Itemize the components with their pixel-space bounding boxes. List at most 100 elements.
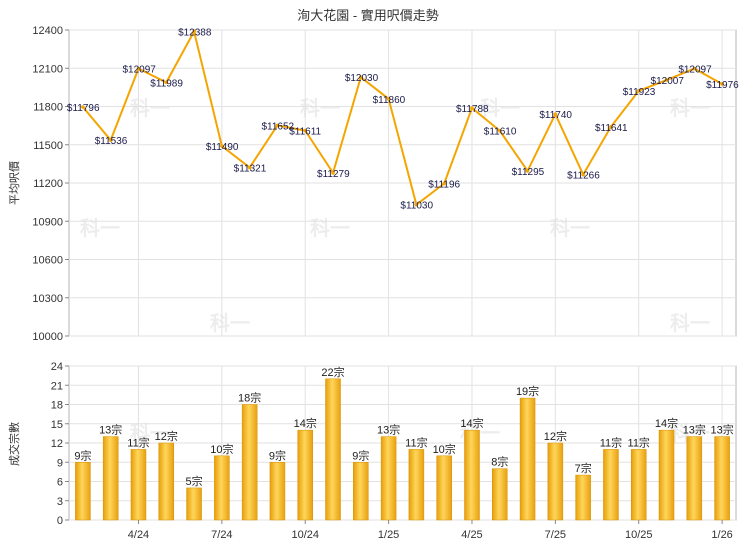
volume-data-label: 11宗 xyxy=(127,435,149,449)
volume-bar xyxy=(214,455,230,521)
price-point xyxy=(497,128,502,133)
price-y-tick-label: 10300 xyxy=(32,293,63,305)
price-point xyxy=(664,78,669,82)
volume-bar xyxy=(492,468,508,521)
watermark-text: 科一 xyxy=(550,216,590,240)
volume-data-label: 9宗 xyxy=(269,448,286,462)
volume-data-label: 14宗 xyxy=(294,416,317,430)
volume-bar xyxy=(353,462,369,521)
volume-bar xyxy=(325,378,341,521)
price-y-tick-label: 11800 xyxy=(33,102,63,114)
volume-bar xyxy=(658,429,675,521)
volume-data-label: 13宗 xyxy=(377,423,400,437)
x-tick-label: 4/25 xyxy=(461,529,482,541)
price-data-label: $11490 xyxy=(206,142,239,153)
price-point xyxy=(136,66,141,71)
price-point xyxy=(581,172,585,177)
price-axis-label: 平均呎價 xyxy=(7,161,21,205)
volume-y-tick-label: 6 xyxy=(57,477,63,489)
price-y-tick-label: 10000 xyxy=(32,331,63,343)
volume-bar xyxy=(686,436,703,521)
volume-bar xyxy=(408,449,425,521)
price-point xyxy=(108,138,113,142)
price-data-label: $11641 xyxy=(595,123,628,134)
price-data-label: $11279 xyxy=(317,169,350,180)
volume-bar xyxy=(603,449,619,521)
price-data-label: $11652 xyxy=(261,121,294,132)
price-y-tick-label: 11500 xyxy=(33,140,63,152)
volume-data-label: 19宗 xyxy=(516,384,539,398)
volume-bar xyxy=(186,487,202,521)
price-data-label: $11295 xyxy=(512,167,545,178)
price-point xyxy=(247,165,252,170)
volume-bar xyxy=(297,429,313,521)
volume-bar xyxy=(714,436,730,521)
volume-data-label: 12宗 xyxy=(544,429,567,443)
price-point xyxy=(386,97,391,101)
price-data-label: $11030 xyxy=(400,201,433,212)
volume-bar xyxy=(130,449,147,521)
volume-data-label: 13宗 xyxy=(99,423,122,437)
price-point xyxy=(359,75,363,79)
price-y-tick-label: 12400 xyxy=(32,25,63,37)
volume-bar xyxy=(102,436,119,521)
watermark-text: 科一 xyxy=(670,311,710,335)
price-y-tick-label: 11200 xyxy=(33,178,63,190)
price-point xyxy=(192,29,196,34)
price-point xyxy=(275,123,280,128)
watermark-text: 科一 xyxy=(300,96,340,120)
price-data-label: $11536 xyxy=(95,136,128,147)
volume-data-label: 22宗 xyxy=(321,365,344,379)
volume-data-label: 13宗 xyxy=(683,423,706,437)
x-tick-label: 1/26 xyxy=(711,529,732,541)
watermark-text: 科一 xyxy=(670,96,710,120)
price-data-label: $12007 xyxy=(651,76,685,87)
price-y-tick-label: 12100 xyxy=(32,63,63,75)
x-tick-label: 4/24 xyxy=(128,529,149,541)
price-data-label: $11788 xyxy=(456,104,489,115)
price-data-label: $11611 xyxy=(289,127,321,138)
x-tick-label: 10/24 xyxy=(291,529,319,541)
price-series-line xyxy=(82,28,723,207)
volume-data-label: 5宗 xyxy=(186,474,203,488)
price-point xyxy=(164,80,169,85)
watermark-text: 科一 xyxy=(130,96,170,120)
watermark-text: 科一 xyxy=(210,311,250,335)
price-data-label: $12030 xyxy=(345,73,379,84)
price-point xyxy=(442,181,446,186)
x-tick-label: 7/24 xyxy=(211,529,232,541)
volume-bar xyxy=(575,474,591,521)
watermark-text: 科一 xyxy=(130,421,170,445)
volume-y-tick-label: 9 xyxy=(57,457,63,469)
volume-bar xyxy=(630,449,647,521)
volume-y-tick-label: 0 xyxy=(57,515,63,527)
price-point xyxy=(636,89,641,93)
watermark-text: 科一 xyxy=(310,216,350,240)
price-y-tick-label: 10600 xyxy=(32,255,63,267)
price-point xyxy=(525,169,530,173)
watermark-text: 科一 xyxy=(480,96,520,120)
price-point xyxy=(414,202,419,207)
price-point xyxy=(81,105,85,109)
volume-data-label: 11宗 xyxy=(600,435,622,449)
volume-bar xyxy=(158,442,175,521)
volume-data-label: 8宗 xyxy=(491,455,508,469)
volume-y-tick-label: 3 xyxy=(57,496,63,508)
volume-data-label: 13宗 xyxy=(710,423,733,437)
price-point xyxy=(303,128,308,133)
price-data-label: $11989 xyxy=(150,78,183,89)
price-data-label: $11976 xyxy=(706,80,739,91)
volume-bar xyxy=(75,462,91,521)
price-data-label: $11923 xyxy=(623,87,656,98)
volume-data-label: 7宗 xyxy=(575,461,592,475)
volume-data-label: 12宗 xyxy=(155,429,178,443)
volume-data-label: 14宗 xyxy=(460,416,483,430)
price-panel: 10000 10300 10600 10900 11200 11500 11800 12100… xyxy=(32,25,739,343)
volume-y-tick-label: 21 xyxy=(51,380,63,392)
volume-bar xyxy=(436,455,452,521)
x-tick-label: 7/25 xyxy=(545,529,566,541)
price-data-label: $11610 xyxy=(484,127,517,138)
price-data-label: $12097 xyxy=(678,65,712,76)
volume-data-label: 9宗 xyxy=(352,448,369,462)
